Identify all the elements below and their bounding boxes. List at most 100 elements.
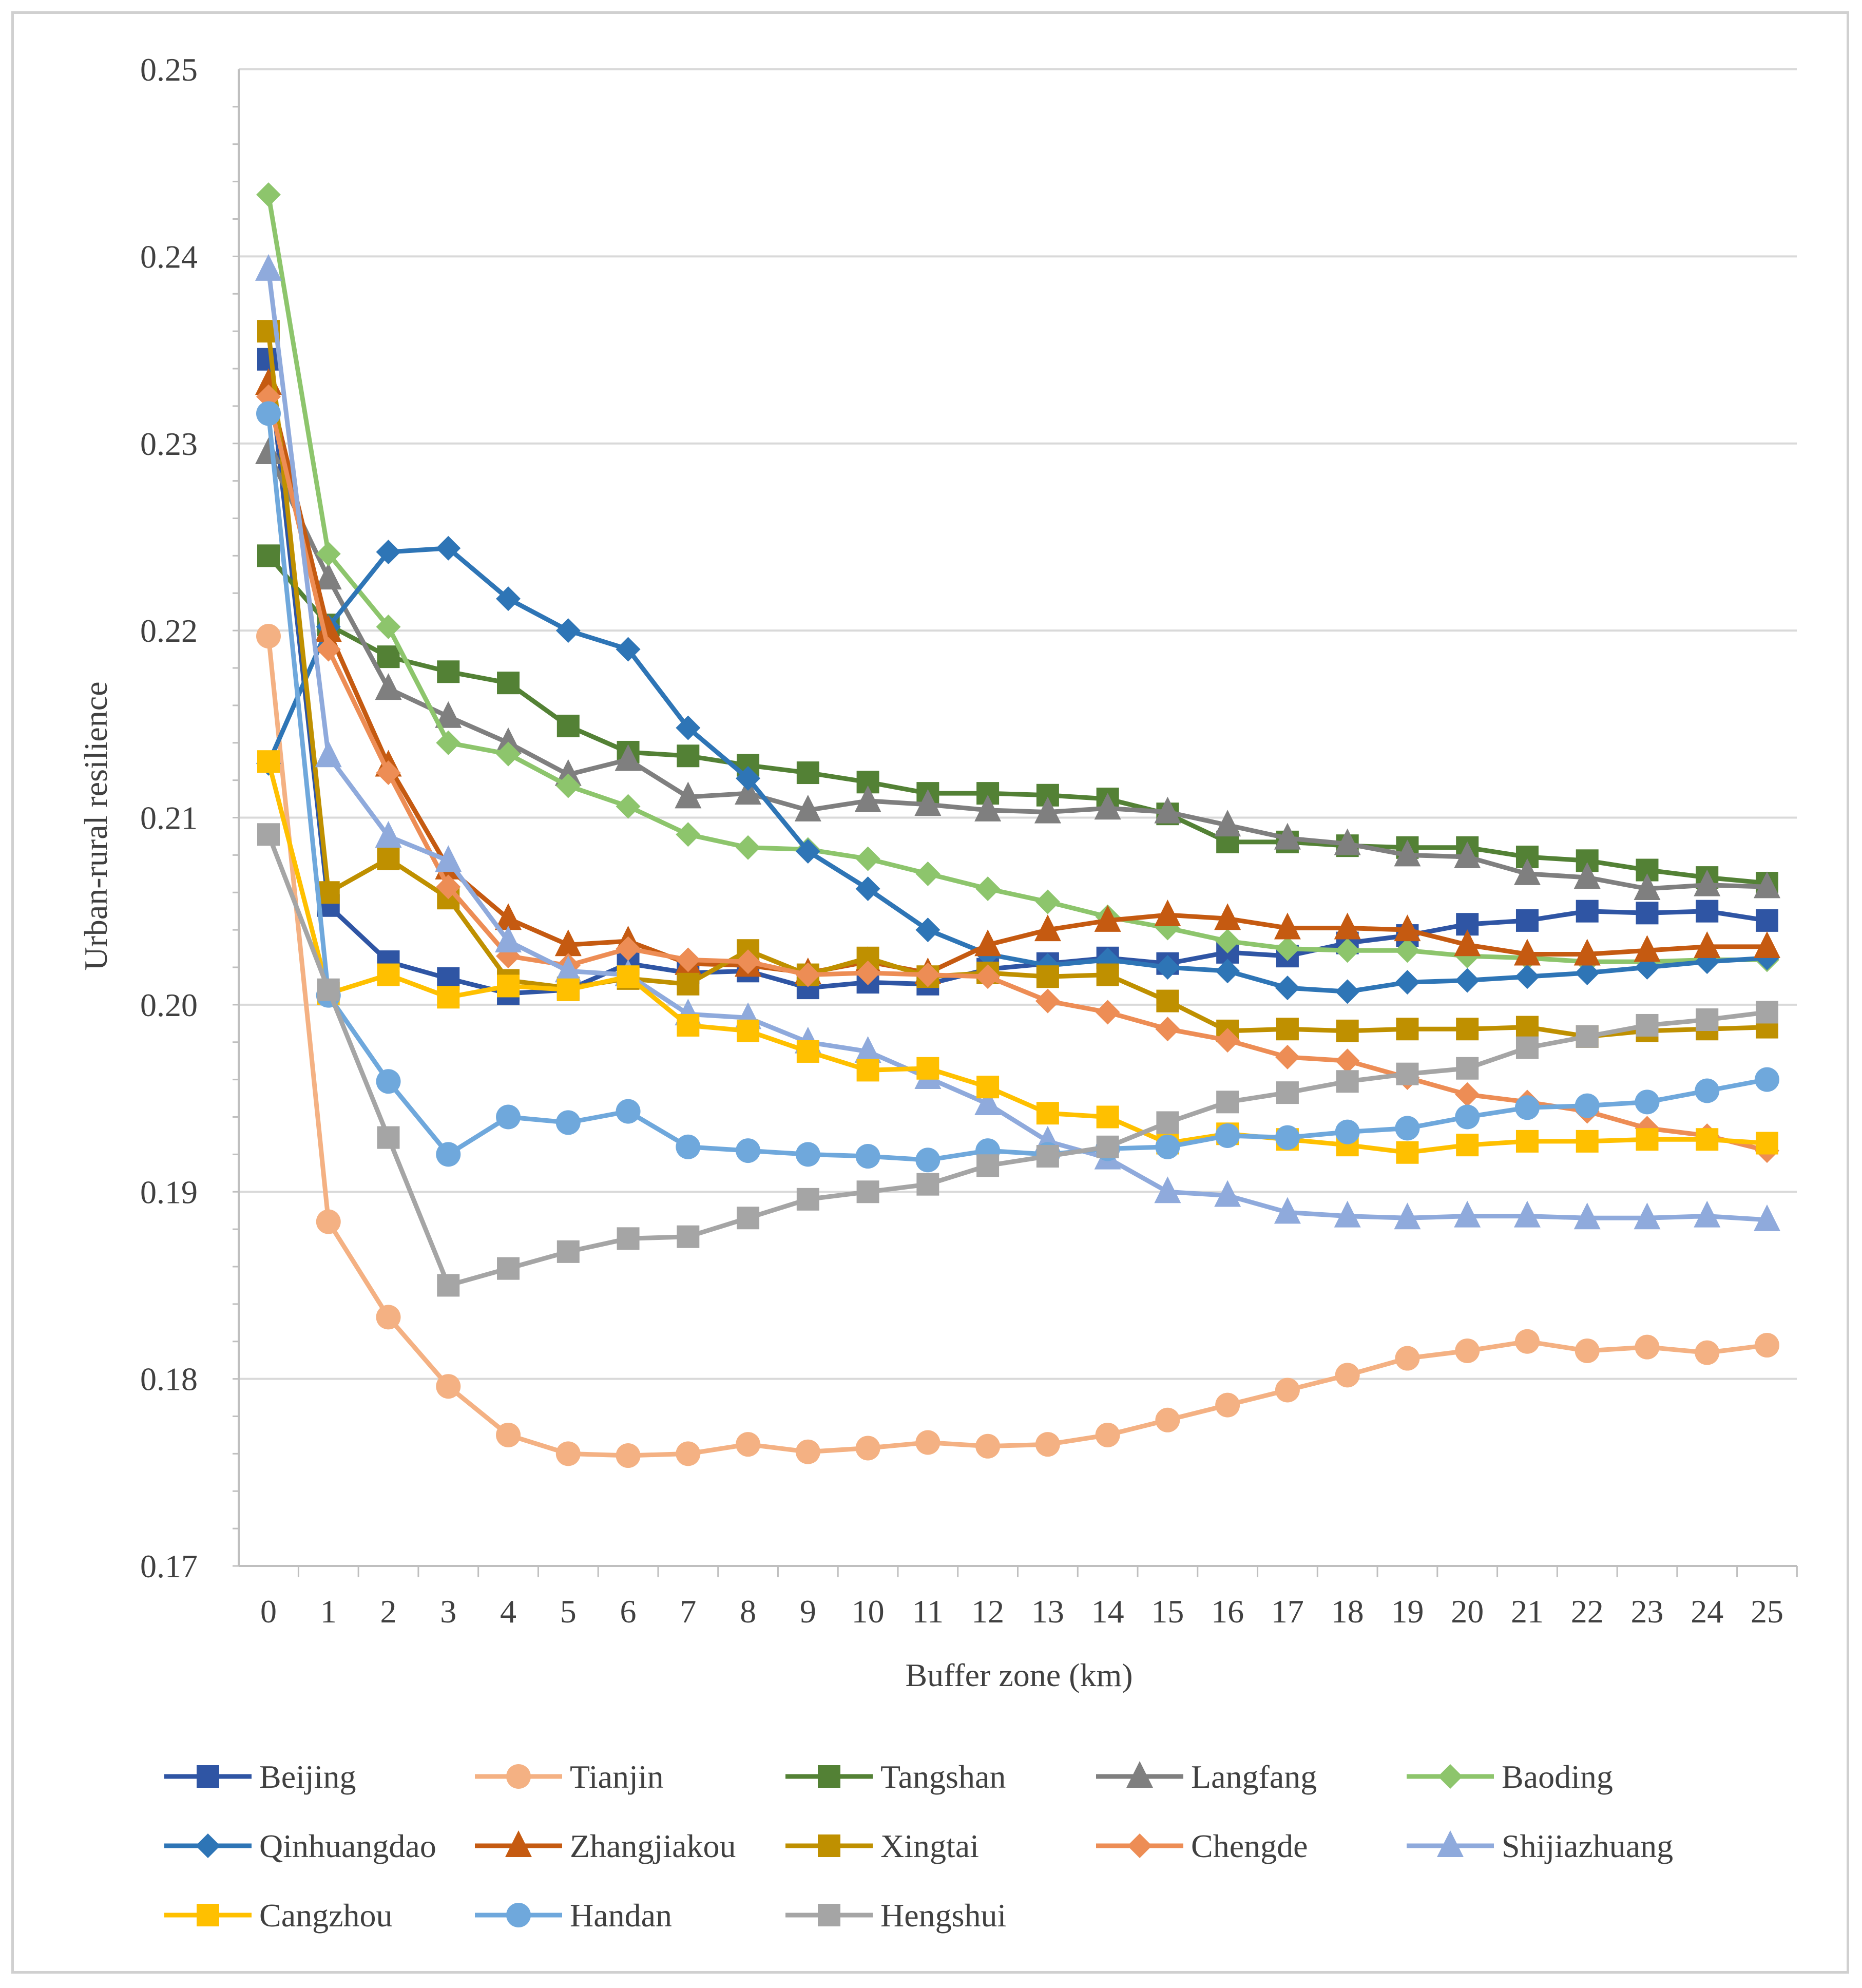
legend-label-xingtai: Xingtai: [880, 1828, 979, 1864]
data-point-cangzhou: [377, 963, 400, 986]
data-point-langfang: [435, 701, 462, 728]
data-point-xingtai: [677, 972, 700, 996]
data-point-zhangjiakou: [315, 615, 342, 642]
data-point-baoding: [1395, 938, 1420, 963]
data-point-hengshui: [497, 1257, 520, 1280]
data-point-zhangjiakou: [974, 929, 1002, 957]
data-point-beijing: [1696, 900, 1719, 923]
data-point-tianjin: [616, 1443, 641, 1468]
x-tick-label: 12: [971, 1593, 1004, 1630]
data-point-handan: [1635, 1089, 1660, 1115]
data-point-hengshui: [796, 1188, 819, 1211]
data-point-handan: [256, 401, 281, 426]
data-point-chengde: [736, 949, 761, 974]
data-point-shijiazhuang: [375, 820, 402, 848]
series-line-langfang: [266, 450, 1770, 891]
series-qinhuangdao: [256, 536, 1779, 1004]
data-point-qinhuangdao: [1275, 976, 1300, 1001]
data-point-baoding: [855, 846, 880, 871]
y-tick-label: 0.24: [140, 238, 198, 275]
data-point-chengde: [256, 384, 281, 409]
data-point-handan: [915, 1148, 940, 1173]
data-point-tangshan: [796, 761, 819, 785]
data-point-hengshui: [1156, 1111, 1179, 1134]
data-point-beijing: [1576, 900, 1599, 923]
data-point-zhangjiakou: [1154, 899, 1181, 926]
data-point-hengshui: [1096, 1135, 1119, 1158]
data-point-xingtai: [1456, 1018, 1479, 1041]
data-point-zhangjiakou: [1754, 931, 1780, 958]
legend-marker-langfang: [1126, 1761, 1153, 1788]
data-point-langfang: [1094, 793, 1121, 820]
data-point-cangzhou: [497, 974, 520, 998]
data-point-hengshui: [556, 1240, 580, 1263]
data-point-langfang: [495, 727, 522, 754]
x-tick-label: 1: [320, 1593, 337, 1630]
data-point-chengde: [436, 874, 461, 900]
series-chengde: [256, 384, 1779, 1163]
data-point-cangzhou: [916, 1057, 939, 1080]
data-point-shijiazhuang: [1634, 1202, 1661, 1230]
legend-item-chengde: Chengde: [1096, 1828, 1308, 1864]
x-tick-label: 21: [1511, 1593, 1544, 1630]
data-point-handan: [676, 1134, 701, 1159]
legend-marker-beijing: [197, 1765, 219, 1788]
data-point-shijiazhuang: [1214, 1180, 1241, 1207]
data-point-handan: [1514, 1095, 1540, 1120]
data-point-chengde: [1215, 1028, 1240, 1053]
series-line-qinhuangdao: [266, 546, 1770, 994]
legend-item-baoding: Baoding: [1407, 1758, 1613, 1795]
data-point-handan: [1275, 1125, 1300, 1150]
data-point-zhangjiakou: [1454, 929, 1481, 957]
data-point-chengde: [1275, 1044, 1300, 1069]
data-point-cangzhou: [737, 1019, 760, 1042]
x-tick-label: 19: [1391, 1593, 1424, 1630]
data-point-hengshui: [1756, 1001, 1778, 1024]
x-tick-label: 0: [260, 1593, 277, 1630]
legend-marker-tianjin: [506, 1764, 531, 1789]
y-tick-label: 0.23: [140, 426, 198, 462]
x-tick-label: 20: [1451, 1593, 1484, 1630]
data-point-xingtai: [1276, 1018, 1299, 1041]
data-point-qinhuangdao: [555, 618, 581, 643]
data-point-tangshan: [497, 672, 520, 695]
data-point-cangzhou: [1036, 1102, 1059, 1125]
data-point-tianjin: [1575, 1338, 1600, 1363]
data-point-tangshan: [556, 714, 580, 737]
legend: Beijing Tianjin Tangshan Langfang Baoding Qin…: [164, 1758, 1673, 1934]
series-line-handan: [266, 411, 1770, 1162]
legend-marker-xingtai: [818, 1834, 840, 1857]
data-point-baoding: [676, 822, 701, 847]
data-point-hengshui: [1456, 1057, 1479, 1080]
data-point-hengshui: [677, 1225, 700, 1248]
data-point-zhangjiakou: [1334, 912, 1361, 940]
data-point-baoding: [316, 541, 341, 566]
data-point-hengshui: [1515, 1036, 1539, 1059]
series-cangzhou: [257, 750, 1778, 1164]
data-point-shijiazhuang: [495, 925, 522, 952]
legend-label-beijing: Beijing: [259, 1758, 356, 1795]
legend-item-handan: Handan: [475, 1897, 672, 1934]
data-point-handan: [1695, 1078, 1720, 1103]
data-point-qinhuangdao: [436, 536, 461, 561]
data-point-handan: [1155, 1134, 1180, 1159]
x-tick-label: 2: [380, 1593, 397, 1630]
legend-label-qinhuangdao: Qinhuangdao: [259, 1828, 436, 1864]
data-point-handan: [1335, 1119, 1360, 1144]
y-tick-label: 0.20: [140, 987, 198, 1023]
legend-item-cangzhou: Cangzhou: [164, 1897, 393, 1934]
data-point-tianjin: [736, 1432, 761, 1457]
data-point-tianjin: [676, 1441, 701, 1466]
data-point-hengshui: [1276, 1081, 1299, 1104]
x-tick-label: 15: [1151, 1593, 1184, 1630]
series-line-chengde: [266, 394, 1770, 1153]
data-point-handan: [616, 1099, 641, 1124]
data-point-tianjin: [496, 1422, 521, 1447]
data-point-chengde: [676, 947, 701, 972]
series-line-beijing: [266, 357, 1770, 996]
data-point-tianjin: [316, 1209, 341, 1234]
x-tick-label: 10: [852, 1593, 885, 1630]
x-tick-label: 11: [912, 1593, 944, 1630]
data-point-zhangjiakou: [1034, 914, 1061, 942]
data-point-hengshui: [1636, 1014, 1659, 1037]
